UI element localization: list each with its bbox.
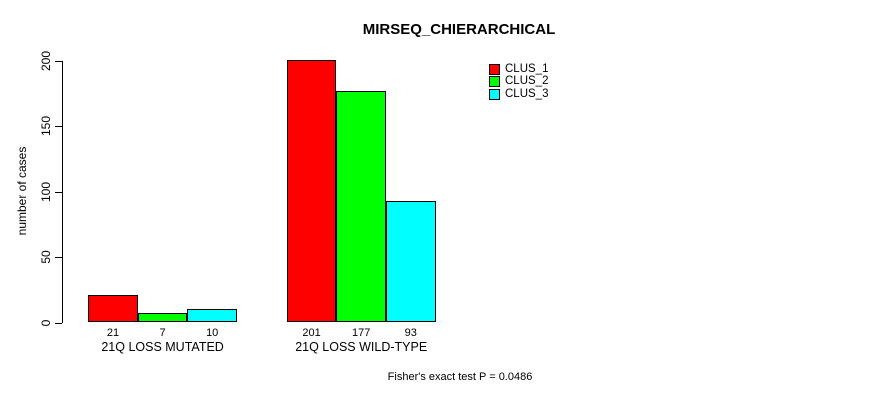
bar-clus_1 [88, 295, 138, 323]
legend-label-clus_1: CLUS_1 [505, 62, 549, 75]
bar-clus_1 [286, 59, 337, 323]
y-tick-mark [55, 257, 62, 259]
y-tick-label: 0 [39, 319, 53, 326]
annotation-text: Fisher's exact test P = 0.0486 [387, 371, 533, 383]
bar-value-label: 93 [404, 327, 417, 339]
y-tick-mark [55, 126, 62, 128]
category-label: 21Q LOSS WILD-TYPE [295, 340, 428, 354]
legend-label-clus_3: CLUS_3 [505, 87, 549, 100]
legend-swatch-clus_2 [489, 76, 500, 88]
y-axis-label: number of cases [15, 146, 29, 236]
bar-value-label: 7 [159, 327, 166, 339]
bar-clus_2 [336, 91, 386, 323]
y-tick-label: 50 [39, 250, 53, 264]
y-tick-mark [55, 61, 62, 62]
legend-swatch-clus_3 [489, 88, 500, 100]
category-label: 21Q LOSS MUTATED [101, 340, 224, 354]
y-tick-label: 100 [39, 181, 53, 202]
bar-value-label: 21 [106, 327, 120, 339]
y-tick-mark [55, 322, 62, 324]
y-tick-label: 150 [39, 116, 53, 137]
legend-swatch-clus_1 [489, 63, 500, 75]
bar-value-label: 201 [302, 327, 321, 339]
y-tick-label: 200 [39, 50, 53, 72]
bar-clus_2 [137, 313, 188, 323]
y-axis-line [62, 61, 63, 323]
legend-label-clus_2: CLUS_2 [505, 75, 549, 88]
y-tick-mark [55, 191, 62, 193]
chart-title: MIRSEQ_CHIERARCHICAL [362, 21, 556, 38]
bar-clus_3 [386, 200, 436, 323]
bar-value-label: 177 [352, 327, 371, 339]
bar-value-label: 10 [206, 327, 219, 339]
bar-clus_3 [187, 309, 237, 323]
